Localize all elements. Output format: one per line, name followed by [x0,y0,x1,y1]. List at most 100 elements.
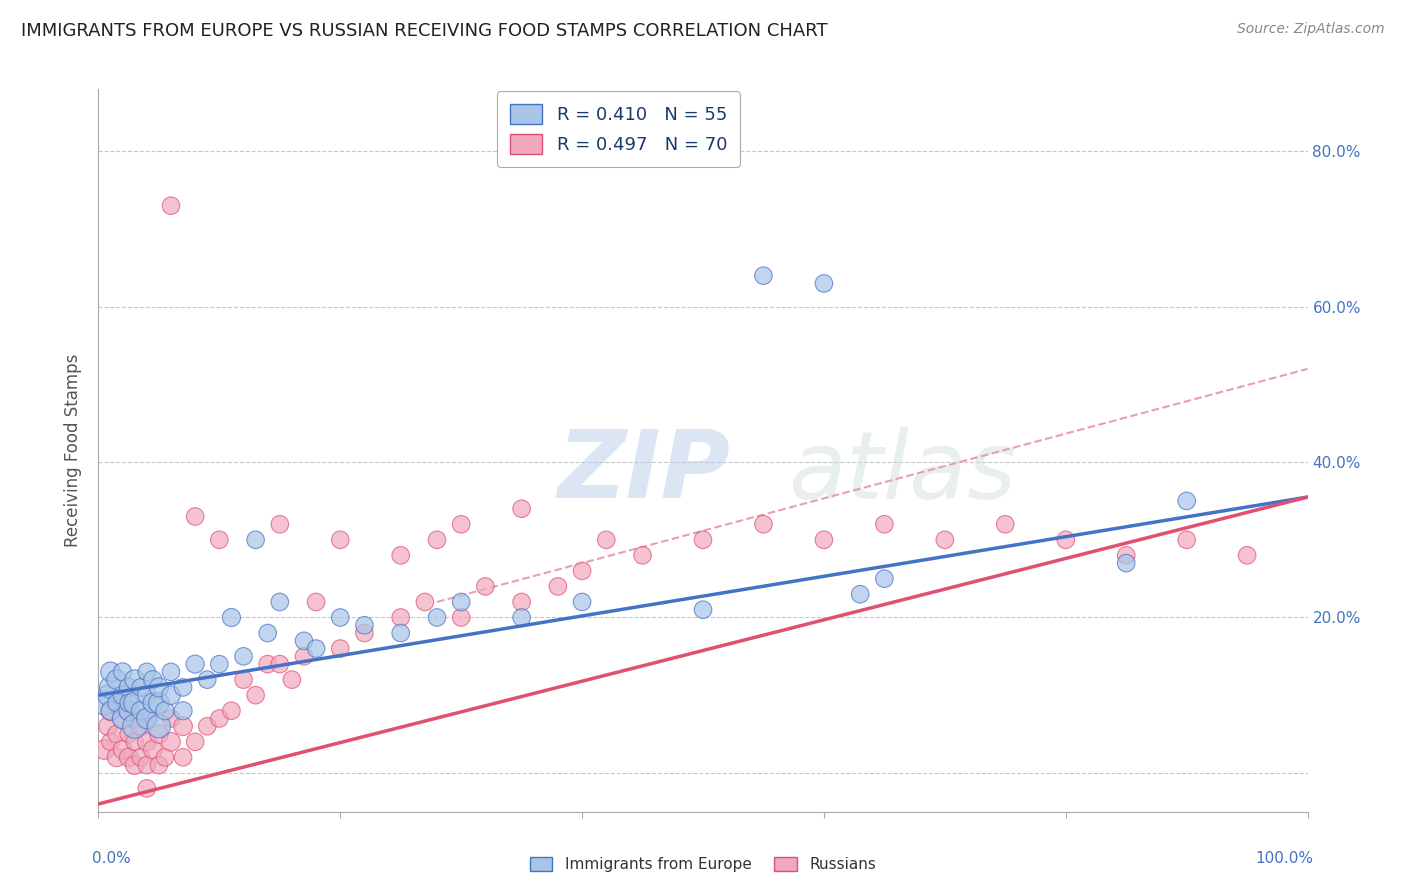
Point [124,758,146,772]
Point [142,742,165,756]
Point [813,277,835,291]
Point [100,735,122,749]
Point [118,704,141,718]
Text: ZIP: ZIP [558,426,731,518]
Point [450,610,472,624]
Point [353,626,375,640]
Point [100,704,122,718]
Point [100,704,122,718]
Point [208,711,231,725]
Point [934,533,956,547]
Point [426,610,449,624]
Point [1175,533,1198,547]
Legend: Immigrants from Europe, Russians: Immigrants from Europe, Russians [522,849,884,880]
Point [813,533,835,547]
Text: Source: ZipAtlas.com: Source: ZipAtlas.com [1237,22,1385,37]
Point [631,549,654,563]
Point [100,681,122,695]
Point [135,781,157,796]
Point [329,641,352,656]
Point [172,681,194,695]
Point [160,711,183,725]
Point [118,750,141,764]
Point [208,533,231,547]
Point [160,688,183,702]
Y-axis label: Receiving Food Stamps: Receiving Food Stamps [65,354,83,547]
Point [510,501,533,516]
Point [752,517,775,532]
Point [111,688,134,702]
Point [105,696,128,710]
Point [510,610,533,624]
Point [97,688,120,702]
Point [172,750,194,764]
Point [148,681,170,695]
Point [450,517,472,532]
Point [245,688,267,702]
Point [105,727,128,741]
Point [160,735,183,749]
Legend: R = 0.410   N = 55, R = 0.497   N = 70: R = 0.410 N = 55, R = 0.497 N = 70 [496,91,740,167]
Point [389,626,412,640]
Point [118,696,141,710]
Point [269,517,291,532]
Point [135,688,157,702]
Point [571,564,593,578]
Point [329,610,352,624]
Point [389,610,412,624]
Point [135,758,157,772]
Point [474,579,496,593]
Point [245,533,267,547]
Point [124,719,146,733]
Point [97,719,120,733]
Point [124,711,146,725]
Text: 100.0%: 100.0% [1256,852,1313,866]
Point [450,595,472,609]
Point [232,673,254,687]
Point [135,711,157,725]
Point [124,673,146,687]
Point [292,633,315,648]
Point [111,711,134,725]
Point [153,704,176,718]
Point [129,681,152,695]
Point [232,649,254,664]
Point [118,704,141,718]
Point [118,681,141,695]
Point [105,673,128,687]
Point [148,727,170,741]
Point [292,649,315,664]
Point [105,696,128,710]
Point [172,719,194,733]
Point [426,533,449,547]
Point [571,595,593,609]
Point [148,719,170,733]
Point [256,657,278,672]
Point [129,704,152,718]
Point [160,199,183,213]
Point [118,727,141,741]
Point [172,704,194,718]
Point [692,533,714,547]
Point [111,665,134,679]
Point [148,758,170,772]
Point [208,657,231,672]
Point [160,665,183,679]
Point [413,595,436,609]
Point [93,696,115,710]
Point [184,509,207,524]
Point [305,641,328,656]
Point [547,579,569,593]
Point [153,750,176,764]
Point [849,587,872,601]
Point [269,595,291,609]
Point [195,719,218,733]
Point [135,735,157,749]
Point [124,696,146,710]
Point [124,735,146,749]
Point [135,665,157,679]
Point [281,673,304,687]
Text: IMMIGRANTS FROM EUROPE VS RUSSIAN RECEIVING FOOD STAMPS CORRELATION CHART: IMMIGRANTS FROM EUROPE VS RUSSIAN RECEIV… [21,22,828,40]
Point [1054,533,1077,547]
Point [752,268,775,283]
